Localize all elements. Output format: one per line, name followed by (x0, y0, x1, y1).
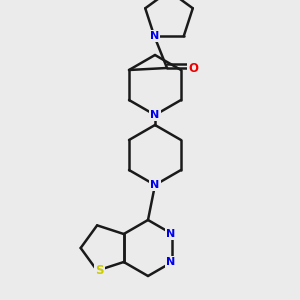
Text: S: S (95, 264, 103, 277)
Text: N: N (150, 180, 160, 190)
Text: N: N (166, 257, 175, 267)
Text: N: N (166, 229, 175, 239)
Text: N: N (150, 110, 160, 120)
Text: O: O (188, 61, 198, 74)
Text: N: N (150, 31, 159, 41)
